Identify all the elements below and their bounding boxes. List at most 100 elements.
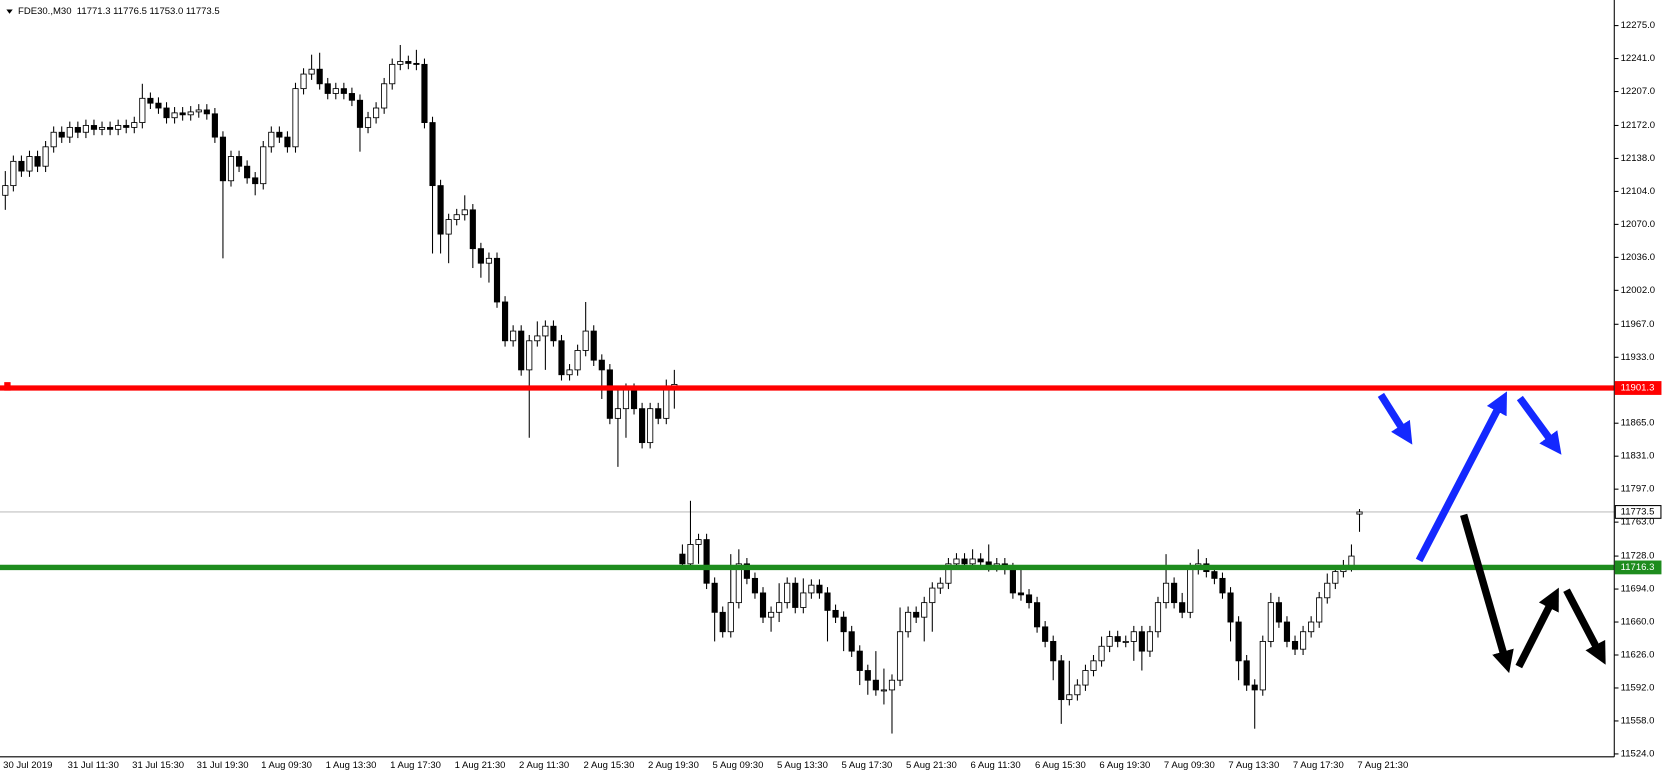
candle-body [131,122,138,128]
candle-body [1017,592,1025,596]
x-tick-label: 6 Aug 11:30 [970,760,1020,771]
level-label-box [1614,505,1662,519]
candle-body [896,631,904,681]
candle-body [880,689,888,692]
candle-body [598,359,605,371]
candle-body [115,125,122,130]
x-tick-label: 1 Aug 09:30 [261,760,312,771]
candle-body [582,330,589,351]
candle-body [187,111,194,116]
candle-body [195,109,202,113]
candle-body [1308,621,1315,633]
candle-body [2,185,9,196]
candle-body [235,156,243,167]
candle-body [526,340,533,371]
candle-body [340,88,347,94]
candle-body [429,122,436,187]
candle-body [1162,582,1170,604]
x-tick-label: 30 Jul 2019 [3,760,52,771]
candle-body [695,539,702,545]
candle-body [518,330,525,371]
candle-body [1259,640,1266,691]
candle-body [1154,602,1162,633]
arrow [1415,391,1507,563]
candle-body [485,257,493,264]
arrow [1516,395,1562,455]
candle-body [1267,602,1274,642]
candle-body [663,388,670,419]
candle-body [751,577,759,594]
arrow [1460,513,1514,674]
candle-body [1106,636,1113,647]
candle-body [1316,597,1323,623]
candle-body [66,126,73,138]
candle-body [34,156,41,167]
candle-body [42,146,49,167]
candle-body [477,248,484,264]
candle-body [260,146,267,185]
x-tick-label: 2 Aug 11:30 [519,760,569,771]
candle-body [1356,511,1363,515]
candle-body [1082,670,1089,686]
candle-body [461,209,468,216]
candle-body [292,88,299,148]
y-tick-label: 11660.0 [1621,617,1655,628]
candle-body [453,214,460,220]
candle-body [252,177,259,185]
candle-body [1090,660,1097,671]
arrow [1563,588,1606,665]
candle-body [219,136,227,182]
candle-body [244,165,251,179]
y-tick-label: 11728.0 [1621,551,1655,562]
candle-body [1187,568,1194,613]
candle-body [1146,631,1154,652]
y-tick-label: 11558.0 [1621,715,1655,726]
candle-body [1050,640,1057,662]
candle-body [1251,684,1258,691]
x-tick-label: 1 Aug 21:30 [455,760,506,771]
candle-body [300,73,307,90]
candle-body [324,83,331,94]
candle-body [493,257,501,303]
candle-body [1283,621,1291,642]
y-tick-label: 11592.0 [1621,682,1655,693]
y-tick-label: 12275.0 [1621,20,1655,31]
candle-body [1058,660,1065,701]
candle-body [469,209,476,250]
candle-body [647,408,654,444]
candle-body [961,558,968,565]
candle-body [719,611,726,633]
candle-body [1066,694,1073,701]
level-label-box [1614,381,1662,395]
candle-body [437,185,444,235]
candle-body [1243,660,1250,686]
x-tick-label: 31 Jul 11:30 [68,760,119,771]
x-tick-label: 7 Aug 09:30 [1164,760,1215,771]
candle-body [856,650,863,671]
candle-body [1138,631,1145,652]
candle-body [888,679,896,691]
candle-body [614,408,621,419]
candle-body [58,131,65,138]
level-label: 11901.3 [1621,383,1655,394]
candle-body [1291,640,1299,650]
candle-body [606,369,613,419]
candle-body [630,388,638,410]
x-tick-label: 6 Aug 19:30 [1099,760,1150,771]
menu-triangle [6,9,13,14]
y-tick-label: 11626.0 [1621,650,1655,661]
candle-body [1275,602,1282,623]
candle-body [574,350,581,371]
candle-body [735,563,742,604]
candle-body [784,582,791,604]
x-tick-label: 1 Aug 17:30 [390,760,441,771]
candle-body [445,219,452,235]
x-tick-label: 31 Jul 19:30 [197,760,249,771]
candle-body [163,107,170,119]
candle-body [510,330,517,342]
candle-body [534,335,541,342]
candle-body [1171,582,1178,604]
level-label: 11773.5 [1621,506,1655,517]
candle-body [566,369,573,376]
level-label: 11716.3 [1621,562,1655,573]
